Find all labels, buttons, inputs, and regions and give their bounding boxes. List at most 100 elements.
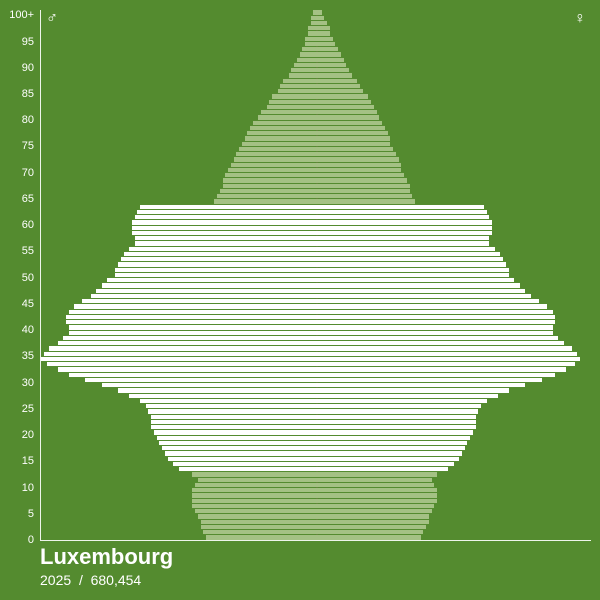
age-row [41,398,591,403]
male-bar [140,399,316,403]
female-bar [316,367,566,371]
female-bar [316,362,575,366]
female-bar [316,520,429,524]
age-row [41,351,591,356]
female-bar [316,430,473,434]
age-row [41,89,591,94]
female-bar [316,341,564,345]
age-row [41,535,591,540]
female-bar [316,278,514,282]
female-bar [316,299,539,303]
male-bar [58,367,317,371]
male-bar [272,94,316,98]
meta-separator: / [79,572,83,588]
male-bar [159,441,316,445]
age-row [41,57,591,62]
female-bar [316,283,520,287]
y-tick-label: 25 [22,403,34,415]
age-row [41,257,591,262]
age-row [41,451,591,456]
female-bar [316,205,484,209]
population-label: 680,454 [91,572,142,588]
female-bar [316,31,330,35]
male-bar [82,299,316,303]
y-tick-label: 80 [22,114,34,126]
age-row [41,320,591,325]
age-row [41,393,591,398]
male-bar [214,199,316,203]
male-bar [135,215,317,219]
chart-meta: 2025 / 680,454 [40,572,173,588]
female-bar [316,184,410,188]
female-bar [316,115,379,119]
female-bar [316,394,498,398]
female-bar [316,446,465,450]
age-row [41,477,591,482]
y-tick-label: 30 [22,377,34,389]
female-bar [316,399,487,403]
female-bar [316,383,525,387]
age-row [41,36,591,41]
age-row [41,10,591,15]
male-bar [201,525,317,529]
male-bar [234,157,317,161]
male-bar [245,136,317,140]
age-row [41,20,591,25]
male-bar [308,26,316,30]
age-row [41,493,591,498]
male-bar [69,331,317,335]
age-row [41,519,591,524]
female-bar [316,441,467,445]
age-row [41,446,591,451]
age-row [41,220,591,225]
female-bar [316,378,542,382]
y-tick-label: 40 [22,324,34,336]
age-row [41,414,591,419]
y-tick-label: 75 [22,140,34,152]
female-bar [316,210,487,214]
age-row [41,209,591,214]
female-bar [316,462,454,466]
male-bar [250,126,316,130]
age-row [41,467,591,472]
age-row [41,514,591,519]
male-bar [102,383,317,387]
female-bar [316,194,412,198]
male-bar [258,115,316,119]
female-bar [316,152,396,156]
female-bar [316,415,476,419]
country-name: Luxembourg [40,544,173,570]
age-row [41,330,591,335]
male-bar [195,509,316,513]
female-bar [316,336,558,340]
y-tick-label: 5 [28,508,34,520]
age-row [41,26,591,31]
male-bar [66,315,316,319]
female-bar [316,10,322,14]
y-tick-label: 10 [22,482,34,494]
female-bar [316,504,434,508]
female-bar [316,131,388,135]
y-tick-label: 45 [22,298,34,310]
female-bar [316,268,509,272]
female-bar [316,488,437,492]
age-row [41,372,591,377]
male-bar [308,31,316,35]
age-row [41,162,591,167]
y-tick-label: 100+ [9,9,34,21]
female-bar [316,52,341,56]
female-bar [316,26,330,30]
age-row [41,125,591,130]
male-bar [261,110,316,114]
male-bar [305,42,316,46]
male-bar [223,178,317,182]
female-bar [316,126,385,130]
male-bar [192,499,316,503]
male-bar [198,478,316,482]
female-bar [316,241,489,245]
female-bar [316,325,553,329]
female-bar [316,100,371,104]
female-bar [316,73,352,77]
age-row [41,236,591,241]
male-bar [69,310,317,314]
